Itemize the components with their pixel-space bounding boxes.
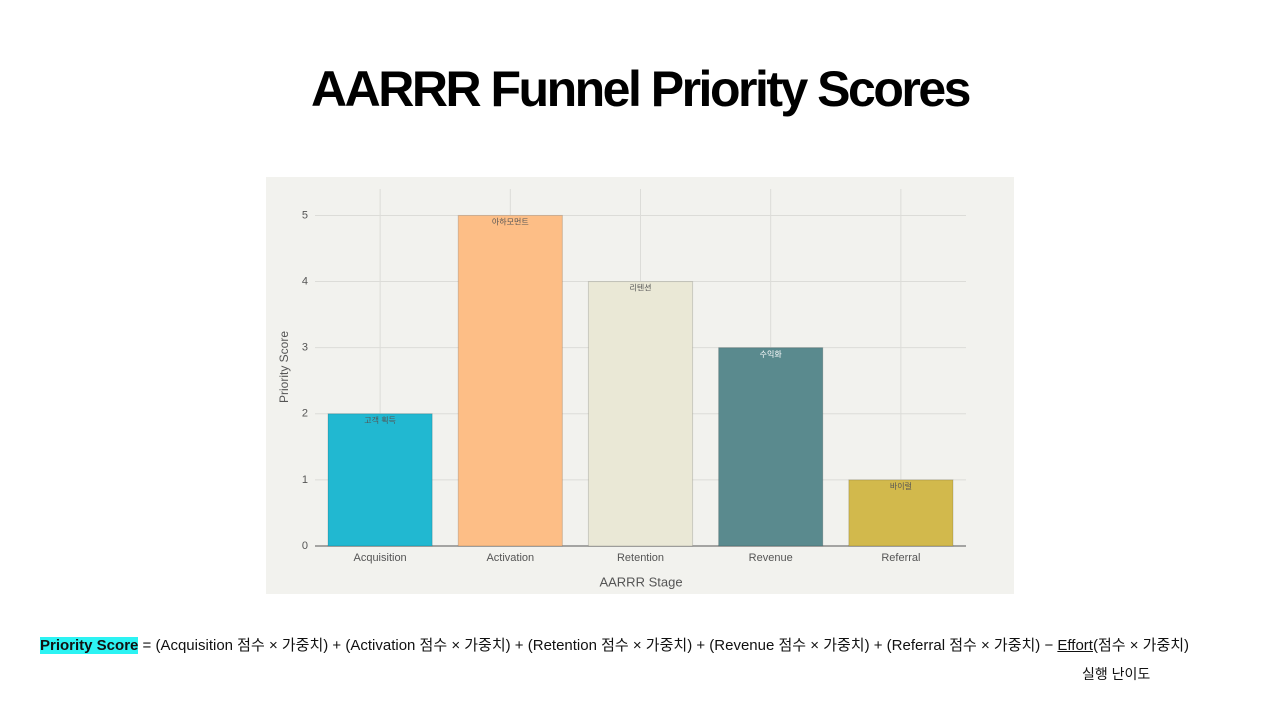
slide-title: AARRR Funnel Priority Scores [311, 61, 971, 117]
bar [457, 214, 563, 547]
chart: AARRR Stage Priority Score 0 1 2 3 4 5 Acquisi… [266, 177, 1014, 594]
formula-note: 실행 난이도 [1082, 666, 1151, 682]
bar-annotation: 고객 획득 [364, 415, 396, 425]
y-axis-label: Priority Score [277, 331, 291, 403]
bar-annotation: 리텐션 [629, 283, 651, 293]
bar [718, 347, 824, 547]
y-tick-label: 5 [302, 209, 308, 221]
bar [848, 479, 954, 547]
bar [587, 281, 694, 547]
y-tick-label: 4 [302, 275, 308, 287]
formula: Priority Score = (Acquisition 점수 × 가중치) … [40, 634, 1189, 655]
bar-annotation: 수익화 [760, 349, 783, 359]
y-tick-label: 2 [302, 408, 308, 420]
formula-text: = (Acquisition 점수 × 가중치) + (Activation 점… [138, 637, 1058, 654]
formula-effort: Effort [1057, 637, 1093, 654]
x-axis-label: AARRR Stage [599, 574, 682, 589]
x-tick-label: Retention [617, 552, 664, 564]
bar [327, 413, 433, 547]
y-tick-label: 0 [302, 540, 308, 552]
x-tick-label: Activation [486, 552, 534, 564]
bar-annotation: 아하모먼트 [492, 217, 529, 227]
y-tick-label: 1 [302, 474, 308, 486]
x-tick-label: Acquisition [353, 552, 406, 564]
x-tick-label: Revenue [749, 552, 793, 564]
bar-annotation: 바이럴 [890, 481, 912, 491]
formula-tail: (점수 × 가중치) [1092, 637, 1190, 654]
x-tick-label: Referral [881, 552, 920, 564]
y-tick-label: 3 [302, 342, 308, 354]
formula-highlight: Priority Score [40, 637, 139, 654]
